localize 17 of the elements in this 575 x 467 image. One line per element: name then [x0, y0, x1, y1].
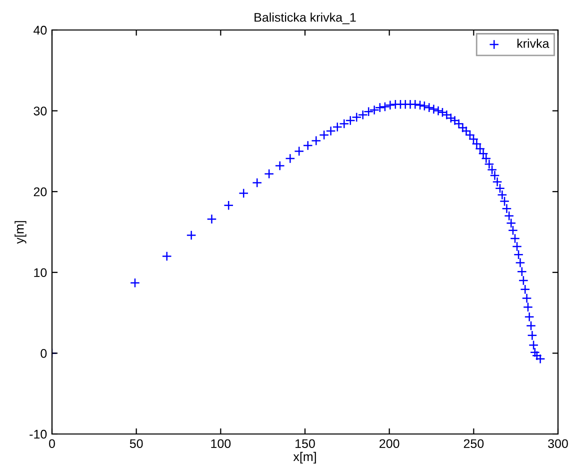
x-tick-label: 150	[296, 439, 315, 448]
chart-title: Balisticka krivka_1	[254, 12, 356, 24]
y-tick-label: -10	[30, 430, 47, 439]
x-tick-label: 200	[380, 439, 400, 448]
x-tick-label: 300	[548, 439, 568, 448]
y-tick-label: 40	[34, 26, 47, 35]
x-tick-label: 50	[130, 439, 143, 448]
y-tick-label: 0	[40, 349, 47, 358]
y-tick-label: 30	[34, 106, 47, 116]
y-tick-label: 20	[34, 187, 47, 196]
x-axis-title: x[m]	[293, 452, 316, 464]
y-axis-title: y[m]	[14, 221, 26, 244]
legend-label: krivka	[517, 38, 550, 48]
x-tick-label: 0	[49, 439, 55, 448]
x-tick-label: 250	[464, 439, 484, 448]
y-tick-label: 10	[34, 268, 47, 278]
x-tick-label: 100	[211, 439, 231, 448]
